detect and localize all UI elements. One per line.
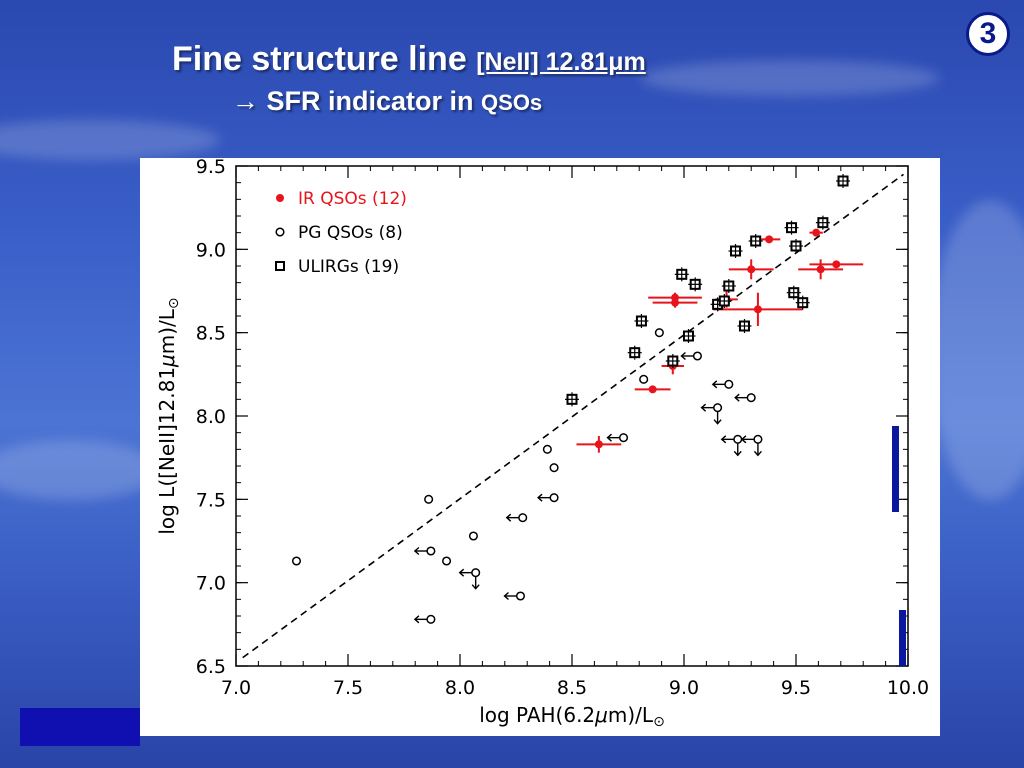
y-tick-label: 8.0 xyxy=(196,406,226,428)
pg-qso-limit-arrowhead xyxy=(413,615,420,624)
pg-qso-limit-point xyxy=(515,591,526,601)
y-tick-label: 9.5 xyxy=(196,158,226,178)
title-line-name: [NeII] 12.81μm xyxy=(476,48,646,76)
pg-qso-point xyxy=(442,556,452,566)
background-cloud xyxy=(0,440,160,500)
pg-qso-limit-arrowhead xyxy=(711,380,718,389)
pg-qso-point xyxy=(468,531,478,541)
y-tick-label: 7.5 xyxy=(196,489,226,511)
pg-qso-limit-arrowhead xyxy=(700,403,707,412)
x-tick-label: 7.0 xyxy=(221,677,251,699)
data-points-group xyxy=(291,174,864,624)
pg-qso-limit-point xyxy=(426,614,436,624)
pg-qso-limit-point xyxy=(518,513,528,523)
title-main: Fine structure line xyxy=(172,40,477,78)
pg-qso-limit-arrowhead xyxy=(734,393,740,402)
x-tick-label: 9.0 xyxy=(669,677,699,699)
corner-decoration xyxy=(20,708,140,746)
legend-marker-pg xyxy=(275,227,285,237)
ir-qso-point xyxy=(816,265,825,274)
axes-group: 7.0 7.5 8.0 8.5 9.0 9.5 10.06.57.07.58.08.59.0… xyxy=(155,156,929,730)
pg-qso-limit-point xyxy=(746,393,756,403)
y-tick-label: 7.0 xyxy=(196,573,226,595)
pg-qso-limit-arrowhead xyxy=(458,568,465,577)
x-tick-label: 8.5 xyxy=(557,677,587,699)
ir-qso-point xyxy=(594,440,603,449)
ir-qso-point xyxy=(832,260,841,269)
pg-qso-limit-point xyxy=(753,434,763,444)
pg-qso-limit-arrowhead xyxy=(537,493,543,502)
ir-qso-point xyxy=(812,228,821,237)
legend-label: IR QSOs (12) xyxy=(298,189,407,209)
pg-qso-limit-point xyxy=(692,351,702,361)
pg-qso-limit-point xyxy=(426,546,436,556)
pg-qso-point xyxy=(542,444,552,454)
scatter-chart: 7.0 7.5 8.0 8.5 9.0 9.5 10.06.57.07.58.08.59.0… xyxy=(155,156,929,730)
pg-qso-point xyxy=(654,328,664,338)
legend-label: PG QSOs (8) xyxy=(298,223,403,243)
pg-qso-limit-arrowhead xyxy=(413,546,420,556)
ir-qso-point xyxy=(747,265,756,274)
pg-qso-limit-arrowhead xyxy=(753,450,762,457)
chart-panel: 7.0 7.5 8.0 8.5 9.0 9.5 10.0 6.5 7.0 7.5 8.0 8.5 9.0… xyxy=(140,156,940,736)
ir-qso-point xyxy=(765,235,774,244)
pg-qso-limit-arrowhead xyxy=(680,351,686,361)
legend-group: IR QSOs (12) PG QSOs (8) ULIRGs (19) xyxy=(275,189,407,277)
background-cloud xyxy=(930,200,1024,500)
y-axis-label: log L([NeII]12.81μm)/L⊙ xyxy=(155,297,182,534)
reference-line-group xyxy=(242,173,904,659)
pg-qso-limit-arrowhead xyxy=(606,433,612,442)
pg-qso-limit-point xyxy=(724,379,734,389)
x-tick-label: 7.5 xyxy=(333,677,363,699)
slide-subtitle: → SFR indicator in QSOs xyxy=(232,86,542,117)
pg-qso-point xyxy=(549,463,559,473)
arrow-icon: → xyxy=(232,86,259,116)
ir-qso-point xyxy=(671,293,680,302)
legend-marker-ulirg xyxy=(275,261,285,271)
pg-qso-point xyxy=(424,494,434,504)
pg-qso-limit-point xyxy=(549,493,559,503)
pg-qso-limit-arrowhead xyxy=(733,450,742,457)
ir-qso-point xyxy=(753,305,762,314)
legend-label: ULIRGs (19) xyxy=(298,257,399,277)
one-to-one-dashed-line xyxy=(242,173,904,659)
ir-qso-point xyxy=(648,385,657,394)
pg-qso-limit-arrowhead xyxy=(503,591,509,601)
pg-qso-limit-arrowhead xyxy=(713,419,722,425)
slide-number-badge: 3 xyxy=(966,12,1010,56)
y-tick-label: 6.5 xyxy=(196,656,226,678)
subtitle-text: SFR indicator in xyxy=(266,86,482,116)
pg-qso-limit-arrowhead xyxy=(720,435,727,444)
subtitle-qso: QSOs xyxy=(481,90,543,115)
legend-marker-ir xyxy=(276,194,284,202)
pg-qso-point xyxy=(291,556,302,566)
x-tick-label: 9.5 xyxy=(781,677,811,699)
y-tick-label: 9.0 xyxy=(196,239,226,261)
x-tick-label: 10.0 xyxy=(887,677,929,699)
blue-marker-bar-upper xyxy=(892,426,899,512)
pg-qso-limit-point xyxy=(471,568,481,578)
slide-title: Fine structure line [NeII] 12.81μm xyxy=(172,40,646,79)
pg-qso-limit-point xyxy=(618,433,629,443)
pg-qso-limit-arrowhead xyxy=(471,584,480,590)
blue-marker-bar-lower xyxy=(899,610,906,666)
y-tick-label: 8.5 xyxy=(196,323,226,345)
pg-qso-limit-arrowhead xyxy=(740,435,747,444)
pg-qso-point xyxy=(639,374,649,384)
background-cloud xyxy=(0,120,220,160)
pg-qso-limit-point xyxy=(713,403,723,413)
x-tick-label: 8.0 xyxy=(445,677,475,699)
x-axis-label: log PAH(6.2μm)/L⊙ xyxy=(479,703,665,730)
pg-qso-limit-arrowhead xyxy=(505,513,512,522)
pg-qso-limit-point xyxy=(733,434,743,444)
background-cloud xyxy=(640,60,940,96)
